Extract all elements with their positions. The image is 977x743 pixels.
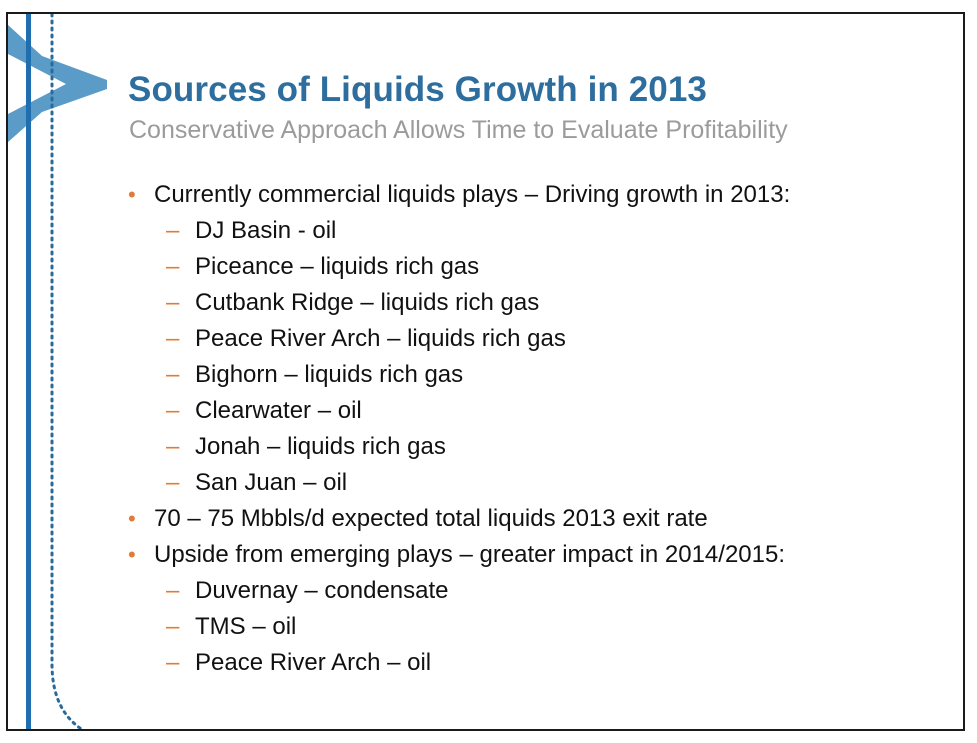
bullet-text: Currently commercial liquids plays – Dri…: [154, 181, 791, 208]
dash-marker: –: [166, 217, 180, 244]
sub-bullet-text: Piceance – liquids rich gas: [195, 253, 480, 280]
sub-bullet-item: – San Juan – oil: [126, 465, 946, 501]
bullet-list: • Currently commercial liquids plays – Dr…: [126, 177, 946, 681]
slide: Sources of Liquids Growth in 2013 Conser…: [6, 12, 965, 731]
slide-title: Sources of Liquids Growth in 2013: [128, 70, 707, 109]
sub-bullet-text: Cutbank Ridge – liquids rich gas: [195, 289, 540, 316]
dash-marker: –: [166, 253, 180, 280]
sub-bullet-item: – Bighorn – liquids rich gas: [126, 357, 946, 393]
slide-subtitle: Conservative Approach Allows Time to Eva…: [129, 116, 788, 144]
sub-bullet-text: Jonah – liquids rich gas: [195, 433, 446, 460]
bullet-item: • Upside from emerging plays – greater im…: [126, 537, 946, 573]
sub-bullet-item: – Peace River Arch – oil: [126, 645, 946, 681]
dotted-accent-line: [50, 14, 85, 729]
sub-bullet-text: Clearwater – oil: [195, 397, 362, 424]
sub-bullet-text: Bighorn – liquids rich gas: [195, 361, 464, 388]
sub-bullet-text: Peace River Arch – oil: [195, 649, 432, 676]
dash-marker: –: [166, 325, 180, 352]
sub-bullet-text: San Juan – oil: [195, 469, 348, 496]
dash-marker: –: [166, 649, 180, 676]
dash-marker: –: [166, 577, 180, 604]
dash-marker: –: [166, 397, 180, 424]
chevron-logo-icon: [8, 25, 107, 142]
bullet-text: Upside from emerging plays – greater imp…: [154, 541, 786, 568]
bullet-text: 70 – 75 Mbbls/d expected total liquids 2…: [154, 505, 708, 532]
bullet-item: • Currently commercial liquids plays – Dr…: [126, 177, 946, 213]
bullet-marker: •: [128, 506, 136, 531]
dash-marker: –: [166, 433, 180, 460]
sub-bullet-item: – Cutbank Ridge – liquids rich gas: [126, 285, 946, 321]
dash-marker: –: [166, 289, 180, 316]
sub-bullet-text: DJ Basin - oil: [195, 217, 337, 244]
sub-bullet-item: – Piceance – liquids rich gas: [126, 249, 946, 285]
sub-bullet-item: – TMS – oil: [126, 609, 946, 645]
slide-decoration: [8, 14, 107, 729]
dash-marker: –: [166, 613, 180, 640]
vertical-accent-bar: [26, 14, 31, 729]
dash-marker: –: [166, 361, 180, 388]
bullet-marker: •: [128, 182, 136, 207]
sub-bullet-text: Duvernay – condensate: [195, 577, 449, 604]
bullet-item: • 70 – 75 Mbbls/d expected total liquids …: [126, 501, 946, 537]
sub-bullet-item: – Clearwater – oil: [126, 393, 946, 429]
sub-bullet-item: – Jonah – liquids rich gas: [126, 429, 946, 465]
bullet-marker: •: [128, 542, 136, 567]
dash-marker: –: [166, 469, 180, 496]
sub-bullet-item: – DJ Basin - oil: [126, 213, 946, 249]
sub-bullet-item: – Peace River Arch – liquids rich gas: [126, 321, 946, 357]
sub-bullet-text: TMS – oil: [195, 613, 297, 640]
sub-bullet-item: – Duvernay – condensate: [126, 573, 946, 609]
sub-bullet-text: Peace River Arch – liquids rich gas: [195, 325, 566, 352]
